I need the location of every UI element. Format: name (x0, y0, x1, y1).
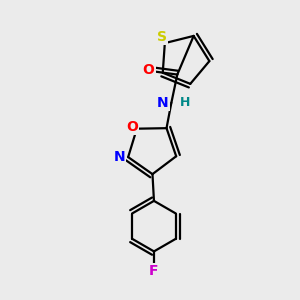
Text: F: F (149, 264, 159, 278)
Text: H: H (179, 96, 190, 109)
Text: O: O (126, 120, 138, 134)
Text: O: O (142, 63, 154, 77)
Text: N: N (113, 150, 125, 164)
Text: S: S (157, 30, 167, 44)
Text: N: N (157, 96, 169, 110)
